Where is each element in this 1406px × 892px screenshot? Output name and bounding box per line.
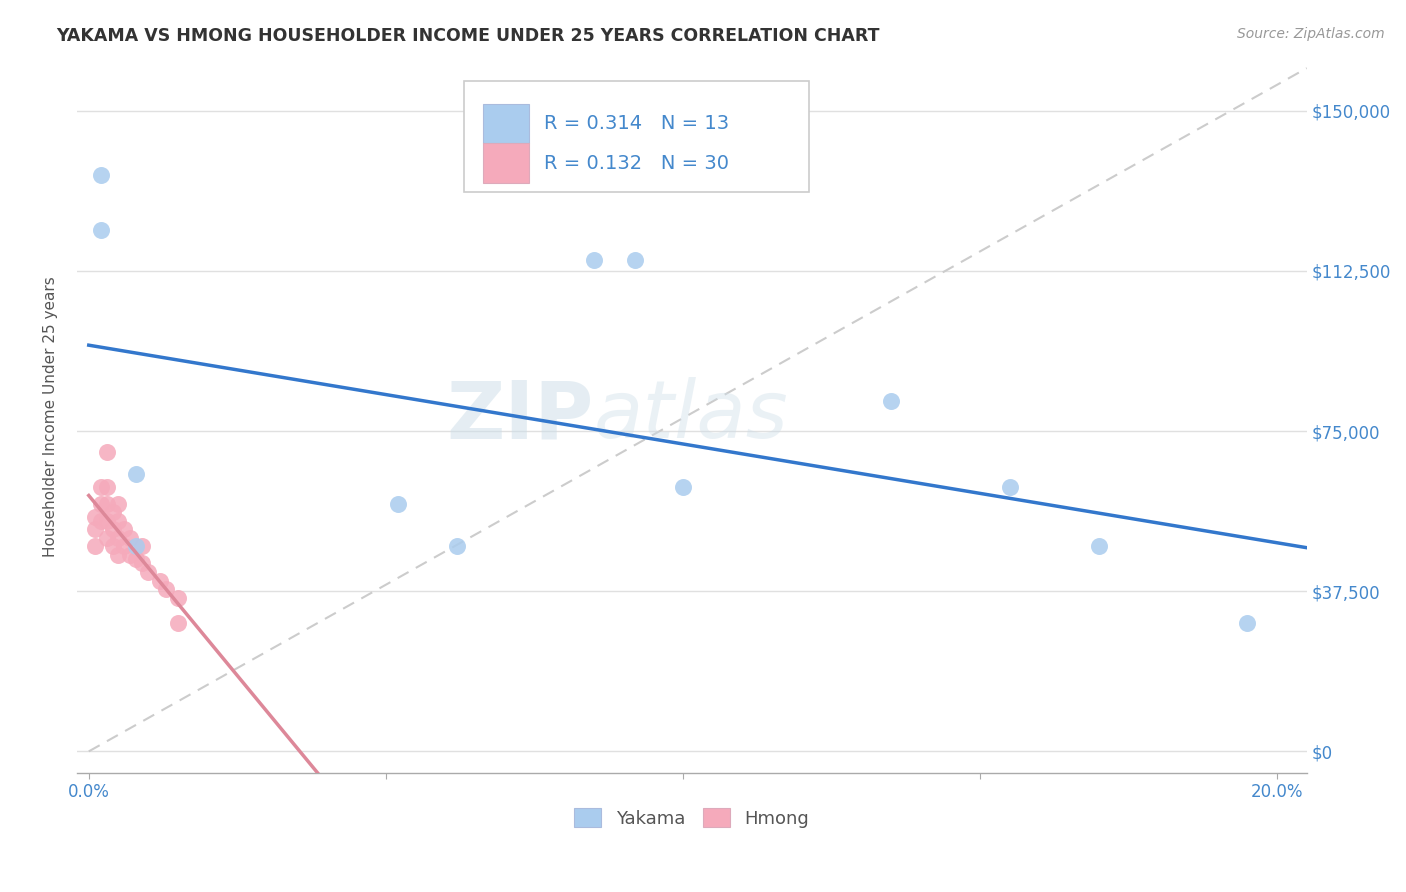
Bar — [482, 104, 530, 144]
Point — [998, 480, 1021, 494]
Point — [96, 497, 118, 511]
Point — [107, 514, 129, 528]
Point — [582, 253, 605, 268]
Point — [136, 565, 159, 579]
Text: ZIP: ZIP — [446, 377, 593, 455]
Point — [96, 480, 118, 494]
Point — [167, 616, 190, 631]
Point — [131, 557, 153, 571]
Bar — [482, 144, 530, 183]
Point — [1088, 540, 1111, 554]
Text: R = 0.132   N = 30: R = 0.132 N = 30 — [544, 153, 730, 172]
Text: YAKAMA VS HMONG HOUSEHOLDER INCOME UNDER 25 YEARS CORRELATION CHART: YAKAMA VS HMONG HOUSEHOLDER INCOME UNDER… — [56, 27, 880, 45]
Point — [387, 497, 409, 511]
Point — [90, 168, 112, 182]
Point — [125, 540, 148, 554]
Point — [125, 467, 148, 481]
Point — [155, 582, 177, 596]
Point — [83, 540, 105, 554]
Point — [101, 540, 124, 554]
Point — [120, 548, 142, 562]
Point — [96, 514, 118, 528]
Point — [112, 522, 135, 536]
Point — [149, 574, 172, 588]
Point — [107, 497, 129, 511]
Point — [90, 223, 112, 237]
Point — [83, 522, 105, 536]
Point — [1236, 616, 1258, 631]
Y-axis label: Householder Income Under 25 years: Householder Income Under 25 years — [44, 276, 58, 557]
Point — [101, 505, 124, 519]
Point — [880, 394, 903, 409]
Text: R = 0.314   N = 13: R = 0.314 N = 13 — [544, 114, 730, 133]
Point — [672, 480, 695, 494]
Point — [96, 531, 118, 545]
Point — [112, 540, 135, 554]
Point — [107, 548, 129, 562]
Point — [90, 480, 112, 494]
Text: atlas: atlas — [593, 377, 789, 455]
Point — [131, 540, 153, 554]
Point — [90, 497, 112, 511]
Point — [446, 540, 468, 554]
Point — [167, 591, 190, 605]
Point — [120, 531, 142, 545]
Text: Source: ZipAtlas.com: Source: ZipAtlas.com — [1237, 27, 1385, 41]
Point — [96, 445, 118, 459]
Point — [125, 552, 148, 566]
Legend: Yakama, Hmong: Yakama, Hmong — [567, 801, 817, 835]
Point — [90, 514, 112, 528]
Point — [83, 509, 105, 524]
Point — [624, 253, 647, 268]
Point — [107, 531, 129, 545]
Point — [101, 522, 124, 536]
FancyBboxPatch shape — [464, 81, 808, 192]
